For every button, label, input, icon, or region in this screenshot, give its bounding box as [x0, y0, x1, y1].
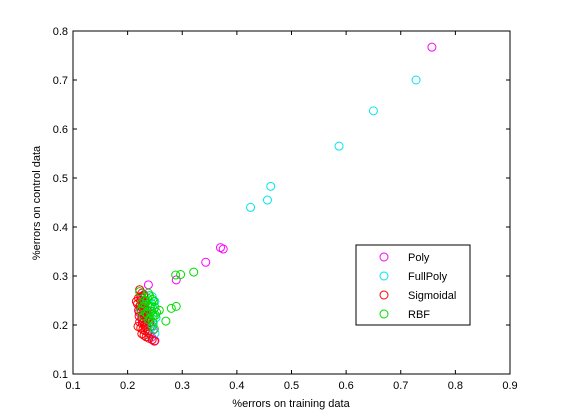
sigmoidal-point [147, 335, 157, 345]
rbf-point [171, 270, 181, 280]
rbf-point [139, 296, 149, 305]
x-tick-label: 0.3 [175, 380, 190, 392]
rbf-point [166, 303, 176, 313]
y-tick-label: 0.4 [53, 222, 68, 234]
x-tick-label: 0.6 [338, 380, 353, 392]
fullpoly-point [368, 106, 378, 116]
y-axis-label: %errors on control data [31, 145, 43, 260]
rbf-point [135, 287, 145, 297]
rbf-point [136, 305, 146, 315]
fullpoly-point [262, 195, 272, 205]
legend-box [355, 244, 471, 326]
y-tick-label: 0.6 [53, 124, 68, 136]
x-tick-label: 0.8 [448, 380, 463, 392]
rbf-point [161, 316, 171, 326]
legend-label-poly: Poly [408, 252, 430, 264]
x-tick-label: 0.9 [502, 380, 517, 392]
rbf-point [138, 311, 148, 321]
x-tick-label: 0.5 [284, 380, 299, 392]
sigmoidal-point [133, 321, 143, 331]
poly-point [218, 244, 228, 254]
legend-marker-fullpoly [379, 271, 389, 281]
fullpoly-point [411, 75, 421, 85]
rbf-point [143, 288, 153, 298]
sigmoidal-point [138, 324, 148, 334]
legend-label-rbf: RBF [408, 309, 430, 321]
data-points [131, 42, 437, 346]
legend-label-fullpoly: FullPoly [408, 271, 448, 283]
legend-label-sigmoidal: Sigmoidal [408, 290, 456, 302]
y-tick-label: 0.5 [53, 173, 68, 185]
x-tick-label: 0.7 [393, 380, 408, 392]
legend: Poly FullPoly Sigmoidal RBF [355, 244, 471, 326]
fullpoly-point [334, 141, 344, 151]
sigmoidal-point [149, 336, 159, 346]
poly-point [171, 275, 181, 285]
x-axis: 0.1 0.2 0.3 0.4 0.5 0.6 0.7 0.8 0.9 [65, 31, 518, 392]
poly-point [427, 42, 437, 52]
y-tick-label: 0.1 [53, 369, 68, 381]
rbf-point [149, 324, 159, 334]
rbf-point [150, 310, 160, 320]
legend-marker-poly [379, 252, 389, 262]
y-axis: 0.1 0.2 0.3 0.4 0.5 0.6 0.7 0.8 [53, 26, 510, 381]
rbf-point [141, 308, 151, 318]
fullpoly-point [266, 181, 276, 191]
legend-marker-sigmoidal [379, 290, 389, 300]
fullpoly-point [246, 202, 256, 212]
sigmoidal-point [139, 330, 149, 340]
y-tick-label: 0.2 [53, 320, 68, 332]
y-tick-label: 0.3 [53, 271, 68, 283]
y-tick-label: 0.8 [53, 26, 68, 38]
legend-marker-rbf [379, 309, 389, 319]
y-tick-label: 0.7 [53, 75, 68, 87]
poly-point [201, 257, 211, 267]
x-axis-label: %errors on training data [232, 398, 350, 410]
rbf-point [137, 298, 147, 308]
x-tick-label: 0.2 [120, 380, 135, 392]
rbf-point [176, 270, 186, 280]
x-tick-label: 0.4 [229, 380, 244, 392]
x-tick-label: 0.1 [65, 380, 80, 392]
rbf-point [171, 301, 181, 311]
rbf-point [189, 267, 199, 277]
